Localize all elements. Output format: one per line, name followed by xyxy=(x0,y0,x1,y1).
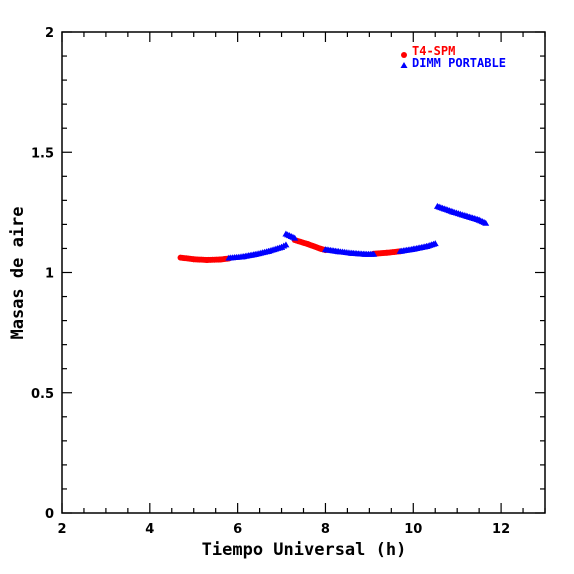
x-axis-title: Tiempo Universal (h) xyxy=(202,540,407,560)
series-t4-spm xyxy=(177,237,404,263)
data-point xyxy=(431,240,439,247)
legend-marker-dimm-portable xyxy=(400,62,408,68)
plot-frame xyxy=(61,31,546,514)
y-tick-label: 2 xyxy=(45,26,54,41)
x-tick-label: 10 xyxy=(404,522,422,537)
y-tick-label: 1.5 xyxy=(31,146,54,161)
x-tick-label: 8 xyxy=(321,522,330,537)
y-tick-label: 0 xyxy=(45,507,54,522)
y-tick-label: 1 xyxy=(45,267,54,282)
tick-marks xyxy=(61,31,546,514)
data-point xyxy=(291,234,299,241)
tick-labels: 2 4 6 8 10 12 0 0.5 1 1.5 2 xyxy=(31,26,510,537)
x-tick-label: 4 xyxy=(145,522,154,537)
legend-label-t4-spm: T4-SPM xyxy=(412,44,455,58)
series-dimm-portable xyxy=(225,202,490,261)
data-point xyxy=(482,219,490,226)
x-tick-label: 6 xyxy=(233,522,242,537)
x-tick-label: 12 xyxy=(492,522,510,537)
data-point xyxy=(282,241,290,248)
legend-marker-t4-spm xyxy=(401,52,407,58)
legend-label-dimm-portable: DIMM PORTABLE xyxy=(412,56,506,70)
data-points xyxy=(177,202,490,263)
y-tick-label: 0.5 xyxy=(31,387,54,402)
y-axis-title: Masas de aire xyxy=(8,206,28,339)
data-point xyxy=(370,250,378,257)
x-tick-label: 2 xyxy=(57,522,66,537)
legend: T4-SPM DIMM PORTABLE xyxy=(400,44,506,70)
